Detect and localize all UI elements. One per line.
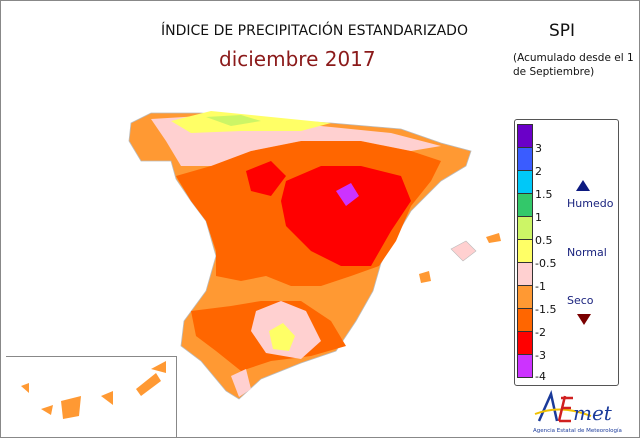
canary-islands (21, 361, 166, 419)
category-wet: Humedo (567, 197, 614, 210)
canary-islands-inset-frame (6, 356, 177, 437)
map-period: diciembre 2017 (219, 47, 376, 71)
category-dry: Seco (567, 294, 594, 307)
mainland (128, 111, 472, 400)
region-red-center (281, 166, 411, 266)
region-greenish-north (206, 115, 261, 126)
region-pink-gibraltar (231, 369, 251, 397)
legend-swatch (517, 308, 533, 332)
wet-arrow-icon (576, 180, 590, 191)
region-magenta (336, 183, 359, 206)
spi-legend: 3 2 1.5 1 0.5 -0.5 -1 -1.5 -2 -3 -4 Hume… (514, 119, 619, 386)
legend-label: 3 (535, 142, 542, 155)
legend-label: -3 (535, 349, 546, 362)
legend-swatch (517, 239, 533, 263)
svg-text:Agencia Estatal de Meteorologí: Agencia Estatal de Meteorología (533, 427, 622, 434)
category-normal: Normal (567, 246, 607, 259)
legend-label: 1.5 (535, 188, 553, 201)
index-name: SPI (549, 21, 576, 41)
aemet-logo-mark: met Agencia Estatal de Meteorología (533, 390, 622, 434)
legend-swatch (517, 216, 533, 240)
legend-label: 0.5 (535, 234, 553, 247)
legend-label: -0.5 (535, 257, 557, 270)
aemet-logo: met Agencia Estatal de Meteorología (531, 386, 631, 436)
legend-label: 1 (535, 211, 542, 224)
balearic-islands (419, 233, 501, 283)
legend-swatch (517, 354, 533, 378)
legend-label: -1.5 (535, 303, 557, 316)
legend-swatch (517, 193, 533, 217)
legend-label: -2 (535, 326, 546, 339)
legend-swatch (517, 170, 533, 194)
accumulation-note: (Acumulado desde el 1 de Septiembre) (513, 52, 634, 78)
legend-swatch (517, 285, 533, 309)
legend-label: 2 (535, 165, 542, 178)
legend-swatch (517, 124, 533, 148)
region-yellow-south (269, 323, 295, 351)
legend-label: -4 (535, 370, 546, 383)
map-title: ÍNDICE DE PRECIPITACIÓN ESTANDARIZADO (161, 23, 468, 39)
svg-text:met: met (573, 401, 613, 425)
legend-swatch (517, 262, 533, 286)
legend-swatch (517, 147, 533, 171)
legend-label: -1 (535, 280, 546, 293)
dry-arrow-icon (577, 314, 591, 325)
legend-swatch (517, 331, 533, 355)
region-red-north (246, 161, 286, 196)
